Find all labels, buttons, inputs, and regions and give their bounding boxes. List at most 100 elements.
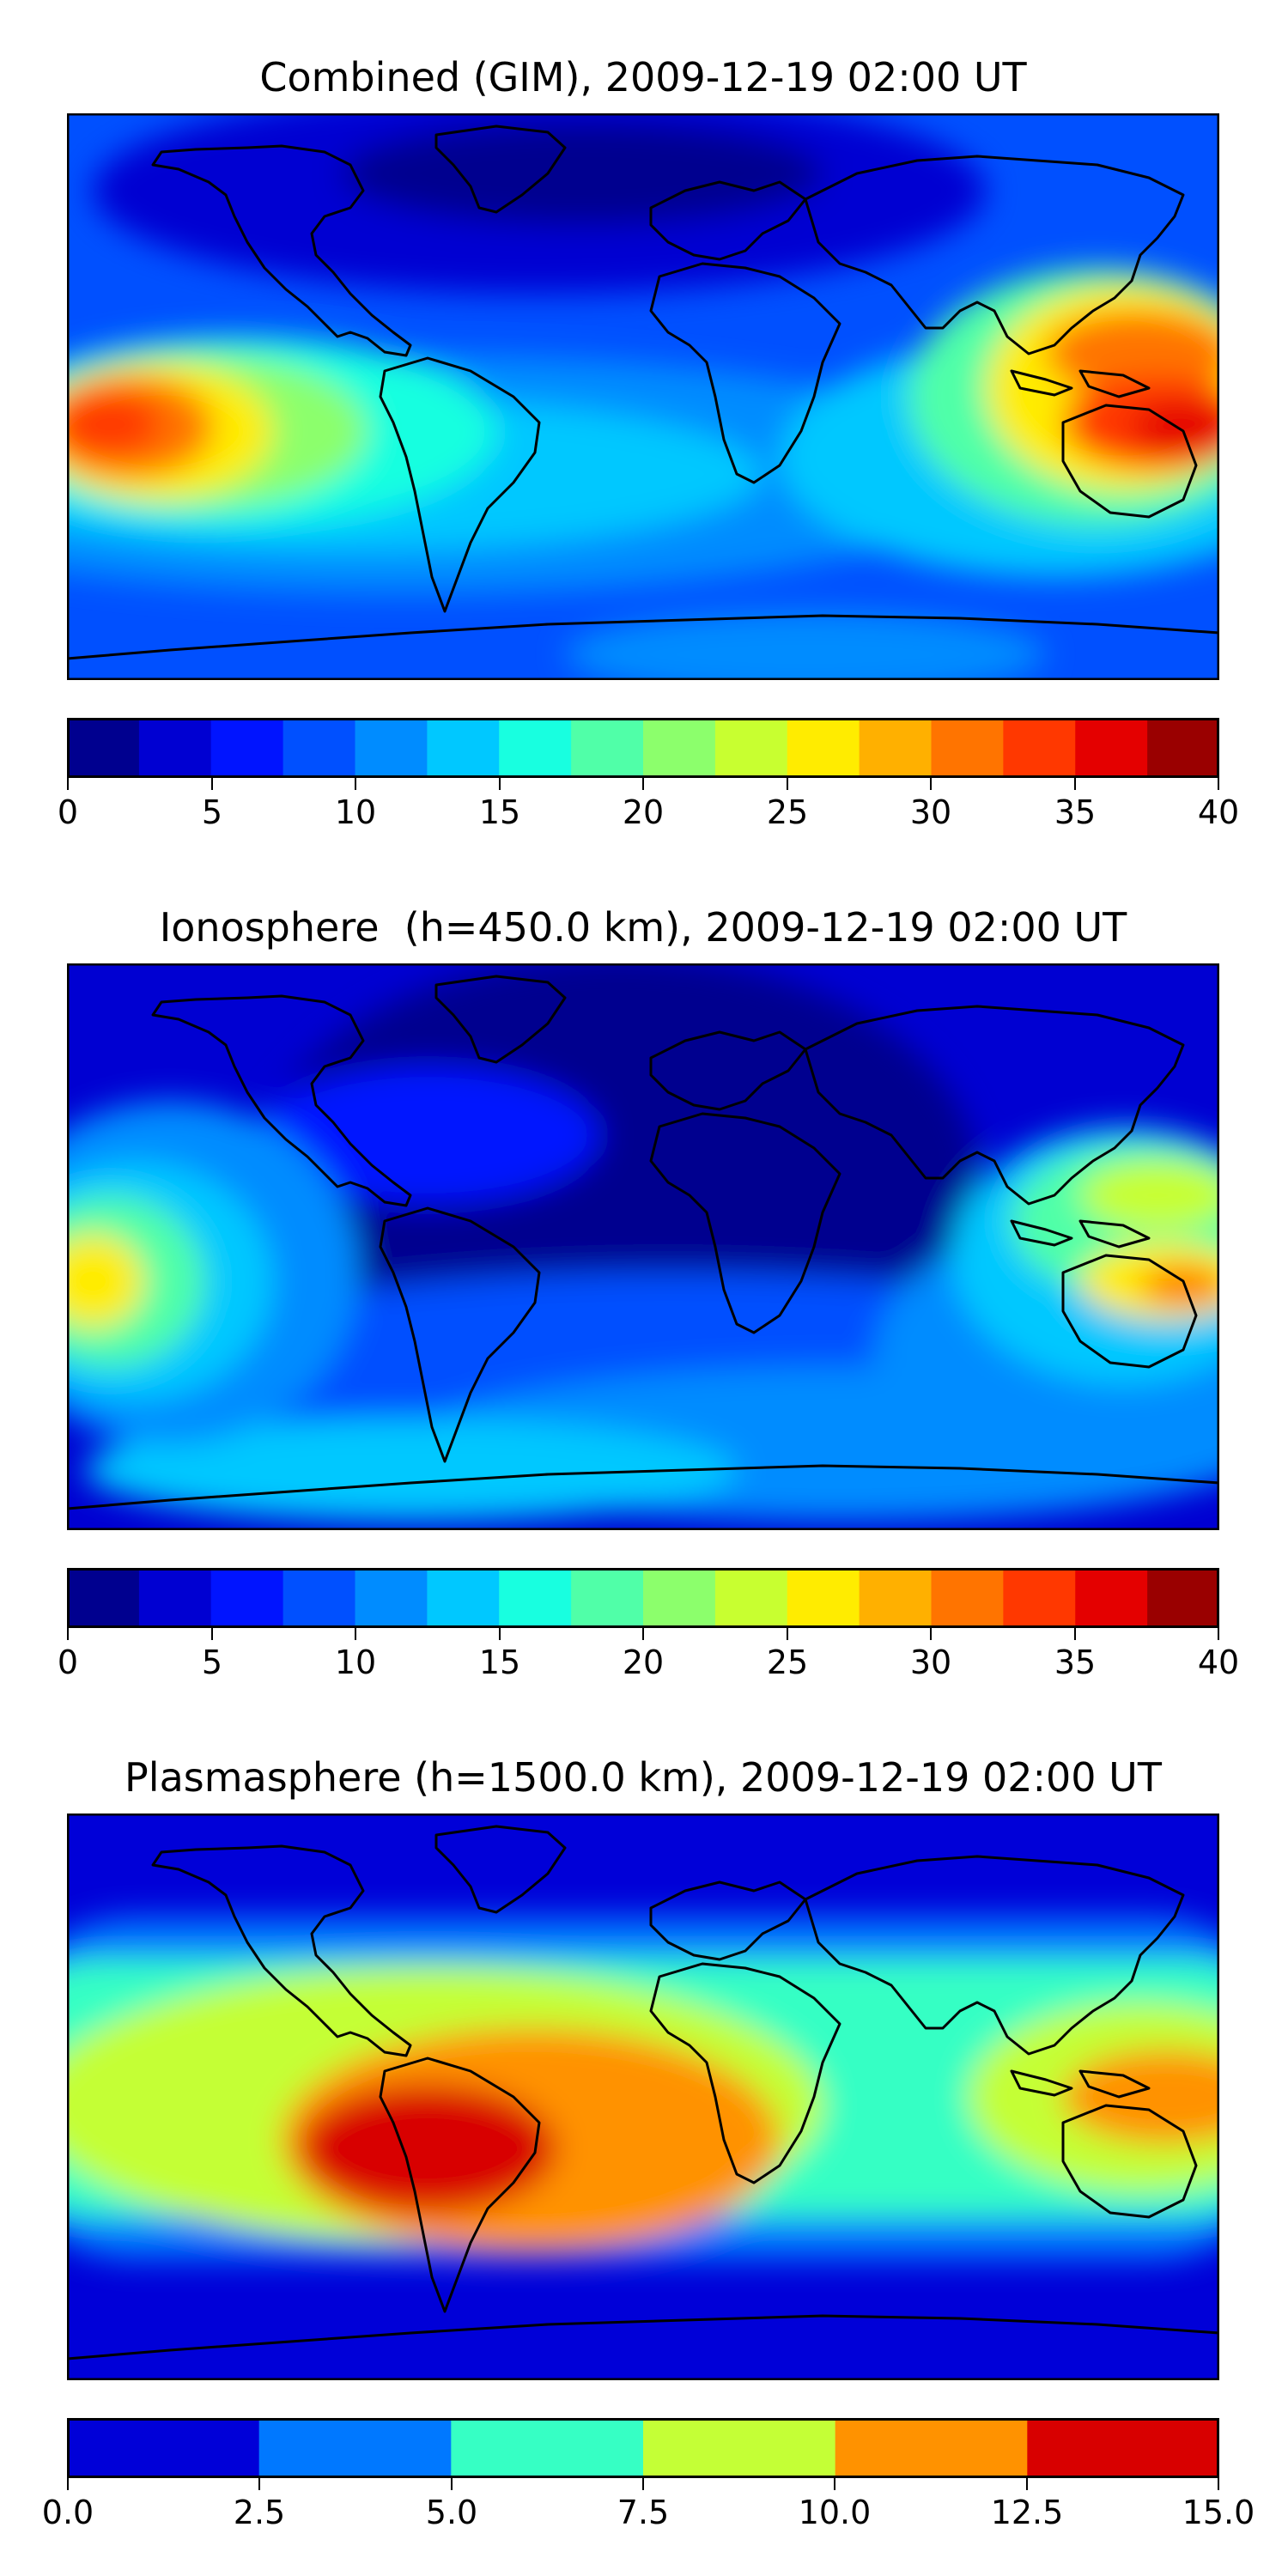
- colorbar-tick-label: 0.0: [41, 2494, 94, 2531]
- colorbar-ionosphere: [67, 1568, 1220, 1628]
- colorbar-tick: [67, 2478, 69, 2490]
- map-title: Plasmasphere (h=1500.0 km), 2009-12-19 0…: [125, 1754, 1162, 1801]
- colorbar-segment: [427, 1568, 500, 1628]
- colorbar-segment: [643, 1568, 716, 1628]
- colorbar-tick: [1218, 778, 1219, 790]
- colorbar-tick: [355, 1628, 356, 1640]
- colorbar-segment: [787, 1568, 860, 1628]
- colorbar-tick: [211, 778, 213, 790]
- colorbar-tick: [642, 1628, 644, 1640]
- colorbar-segment: [643, 2418, 836, 2478]
- colorbar-segment: [451, 2418, 644, 2478]
- colorbar-frame: [67, 718, 1219, 778]
- colorbar-tick-label: 35: [1054, 793, 1097, 831]
- colorbar-tick: [787, 1628, 788, 1640]
- colorbar-tick-label: 10.0: [798, 2494, 872, 2531]
- colorbar-segment: [571, 718, 644, 778]
- colorbar-ticks-combined: 0 5 10 15 20 25 30 35 40: [58, 778, 1239, 831]
- colorbar-tick-label: 10: [334, 793, 377, 831]
- colorbar-tick: [451, 2478, 453, 2490]
- colorbar-tick: [67, 1628, 69, 1640]
- tec-map-ionosphere: [67, 963, 1219, 1530]
- colorbar-tick-label: 20: [622, 1643, 665, 1681]
- map-title: Ionosphere (h=450.0 km), 2009-12-19 02:0…: [159, 904, 1127, 951]
- colorbar-segment: [931, 1568, 1004, 1628]
- colorbar-segment: [210, 718, 284, 778]
- colorbar-segment: [859, 718, 933, 778]
- colorbar-tick-label: 5: [201, 793, 223, 831]
- colorbar-tick: [930, 1628, 932, 1640]
- colorbar-tick-label: 15.0: [1182, 2494, 1255, 2531]
- colorbar-segment: [1003, 1568, 1076, 1628]
- colorbar-combined: [67, 718, 1220, 778]
- colorbar-tick-label: 10: [334, 1643, 377, 1681]
- colorbar-tick-label: 0: [57, 793, 79, 831]
- map-title: Combined (GIM), 2009-12-19 02:00 UT: [259, 54, 1027, 100]
- colorbar-tick-label: 35: [1054, 1643, 1097, 1681]
- colorbar-segment: [427, 718, 500, 778]
- colorbar-tick-label: 15: [478, 793, 521, 831]
- colorbar-segment: [283, 718, 356, 778]
- colorbar-tick: [1026, 2478, 1028, 2490]
- colorbar-segment: [355, 718, 428, 778]
- colorbar-segment: [1147, 718, 1220, 778]
- colorbar-tick-label: 25: [766, 793, 809, 831]
- colorbar-segment: [355, 1568, 428, 1628]
- colorbar-tick: [1218, 2478, 1219, 2490]
- colorbar-segment: [859, 1568, 933, 1628]
- colorbar-tick-label: 2.5: [233, 2494, 286, 2531]
- colorbar-plasmasphere: [67, 2418, 1220, 2478]
- colorbar-segment: [499, 718, 572, 778]
- colorbar-tick: [499, 1628, 501, 1640]
- colorbar-tick: [642, 2478, 644, 2490]
- colorbar-segment: [67, 718, 140, 778]
- colorbar-segment: [1027, 2418, 1220, 2478]
- colorbar-tick: [258, 2478, 260, 2490]
- colorbar-tick: [1074, 1628, 1076, 1640]
- colorbar-frame: [67, 1568, 1219, 1628]
- colorbar-segment: [787, 718, 860, 778]
- colorbar-tick-label: 7.5: [617, 2494, 670, 2531]
- colorbar-segment: [67, 2418, 260, 2478]
- colorbar-tick-label: 0: [57, 1643, 79, 1681]
- colorbar-segment: [931, 718, 1004, 778]
- colorbar-tick: [1218, 1628, 1219, 1640]
- colorbar-segment: [283, 1568, 356, 1628]
- colorbar-ticks-ionosphere: 0 5 10 15 20 25 30 35 40: [58, 1628, 1239, 1681]
- colorbar-segment: [1003, 718, 1076, 778]
- colorbar-segment: [1075, 718, 1148, 778]
- colorbar-tick: [67, 778, 69, 790]
- colorbar-segment: [571, 1568, 644, 1628]
- colorbar-tick: [355, 778, 356, 790]
- tec-map-plasmasphere: [67, 1814, 1219, 2380]
- colorbar-tick: [834, 2478, 835, 2490]
- colorbar-tick: [499, 778, 501, 790]
- colorbar-segment: [67, 1568, 140, 1628]
- colorbar-tick-label: 40: [1197, 1643, 1240, 1681]
- colorbar-segment: [499, 1568, 572, 1628]
- colorbar-tick-label: 5.0: [425, 2494, 478, 2531]
- colorbar-tick: [787, 778, 788, 790]
- colorbar-segment: [1075, 1568, 1148, 1628]
- colorbar-tick-label: 30: [909, 793, 952, 831]
- colorbar-tick-label: 30: [909, 1643, 952, 1681]
- colorbar-tick-label: 25: [766, 1643, 809, 1681]
- colorbar-segment: [1147, 1568, 1220, 1628]
- colorbar-ticks-plasmasphere: 0.0 2.5 5.0 7.5 10.0 12.5 15.0: [42, 2478, 1255, 2531]
- colorbar-tick-label: 20: [622, 793, 665, 831]
- colorbar-segment: [210, 1568, 284, 1628]
- colorbar-tick: [642, 778, 644, 790]
- colorbar-segment: [643, 718, 716, 778]
- colorbar-tick-label: 40: [1197, 793, 1240, 831]
- colorbar-segment: [835, 2418, 1028, 2478]
- colorbar-segment: [714, 1568, 788, 1628]
- colorbar-tick: [930, 778, 932, 790]
- tec-map-combined: [67, 113, 1219, 680]
- colorbar-tick: [211, 1628, 213, 1640]
- colorbar-tick-label: 12.5: [990, 2494, 1064, 2531]
- colorbar-segment: [138, 718, 212, 778]
- colorbar-segment: [714, 718, 788, 778]
- colorbar-segment: [138, 1568, 212, 1628]
- colorbar-segment: [258, 2418, 452, 2478]
- colorbar-frame: [67, 2418, 1219, 2478]
